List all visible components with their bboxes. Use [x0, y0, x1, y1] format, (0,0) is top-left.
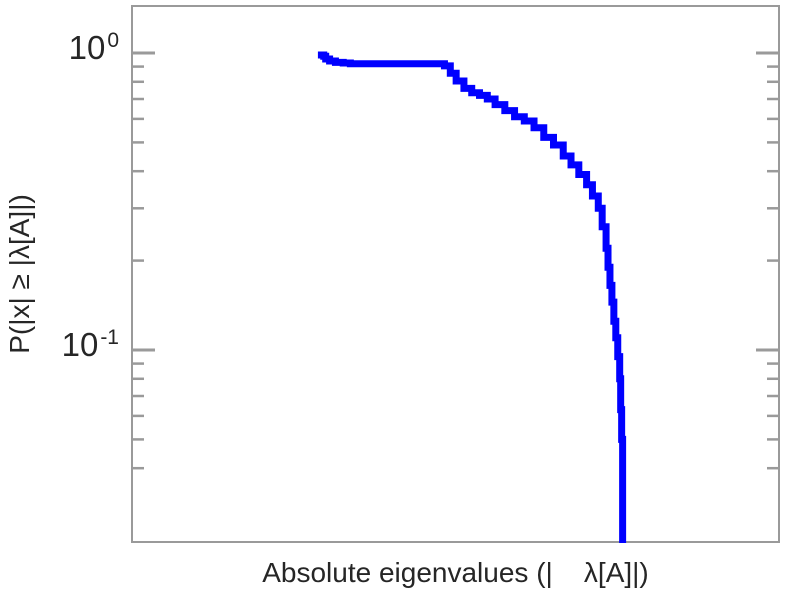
y-tick-mantissa-1e-1: 10: [61, 326, 99, 363]
y-axis-title-wrapper: P(|x| ≥ |λ[A]|): [0, 0, 40, 548]
plot-area-frame: [131, 5, 780, 543]
y-tick-label-1e0: 100: [9, 30, 119, 64]
y-tick-exponent-1e0: 0: [107, 29, 119, 52]
y-tick-mantissa-1e0: 10: [68, 29, 106, 66]
y-axis-title: P(|x| ≥ |λ[A]|): [4, 194, 35, 354]
y-tick-label-1e-1: 10-1: [9, 327, 119, 361]
y-tick-exponent-1e-1: -1: [100, 326, 119, 349]
x-axis-title: Absolute eigenvalues (| λ[A]|): [262, 557, 649, 588]
